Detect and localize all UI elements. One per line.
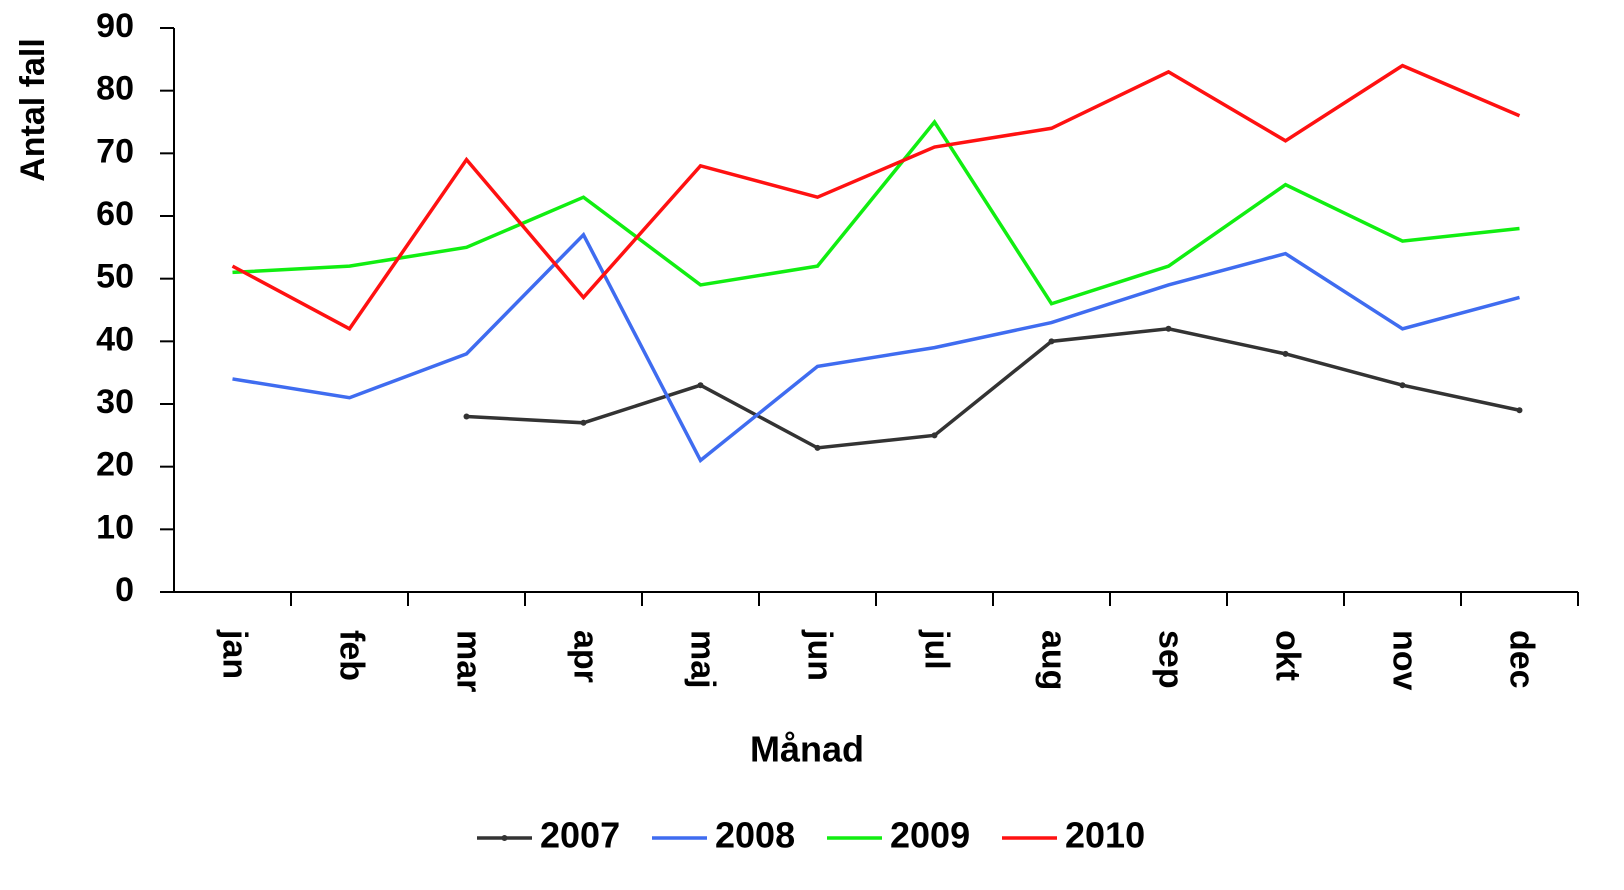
point-marker bbox=[1399, 382, 1406, 389]
y-tick-label: 90 bbox=[96, 7, 134, 45]
x-tick-label: feb bbox=[333, 630, 371, 681]
y-tick-label: 60 bbox=[96, 195, 134, 233]
point-marker bbox=[463, 413, 470, 420]
legend-label: 2010 bbox=[1065, 815, 1145, 856]
point-marker bbox=[1048, 338, 1055, 345]
legend-label: 2008 bbox=[715, 815, 795, 856]
series-line bbox=[231, 63, 1521, 332]
x-tick-label: jun bbox=[801, 629, 839, 681]
y-tick-label: 70 bbox=[96, 132, 134, 170]
x-tick-label: aug bbox=[1035, 630, 1073, 690]
series-line bbox=[466, 327, 1520, 450]
point-marker bbox=[1165, 325, 1172, 332]
y-tick-label: 40 bbox=[96, 320, 134, 358]
x-tick-label: sep bbox=[1152, 630, 1190, 689]
x-tick-label: jan bbox=[216, 629, 254, 679]
point-marker bbox=[931, 432, 938, 439]
legend-marker bbox=[501, 835, 508, 841]
legend-label: 2009 bbox=[890, 815, 970, 856]
x-tick-label: mar bbox=[450, 630, 488, 692]
y-tick-label: 50 bbox=[96, 258, 134, 296]
legend-label: 2007 bbox=[540, 815, 620, 856]
x-axis-title: Månad bbox=[750, 729, 864, 770]
x-tick-label: dec bbox=[1503, 630, 1541, 689]
x-tick-label: maj bbox=[684, 630, 722, 689]
y-axis-title: Antal fall bbox=[14, 38, 52, 182]
series-line bbox=[232, 119, 1520, 306]
y-tick-label: 80 bbox=[96, 70, 134, 108]
y-tick-label: 10 bbox=[96, 508, 134, 546]
x-tick-label: okt bbox=[1269, 630, 1307, 681]
point-marker bbox=[580, 419, 587, 426]
point-marker bbox=[1282, 350, 1289, 357]
x-tick-label: jul bbox=[918, 629, 956, 670]
y-tick-label: 0 bbox=[115, 571, 134, 609]
x-tick-label: apr bbox=[567, 630, 605, 683]
x-tick-label: nov bbox=[1386, 630, 1424, 691]
y-tick-label: 20 bbox=[96, 446, 134, 484]
series-line bbox=[232, 231, 1520, 464]
point-marker bbox=[697, 382, 704, 389]
y-tick-label: 30 bbox=[96, 383, 134, 421]
point-marker bbox=[1516, 407, 1523, 414]
point-marker bbox=[814, 444, 821, 451]
